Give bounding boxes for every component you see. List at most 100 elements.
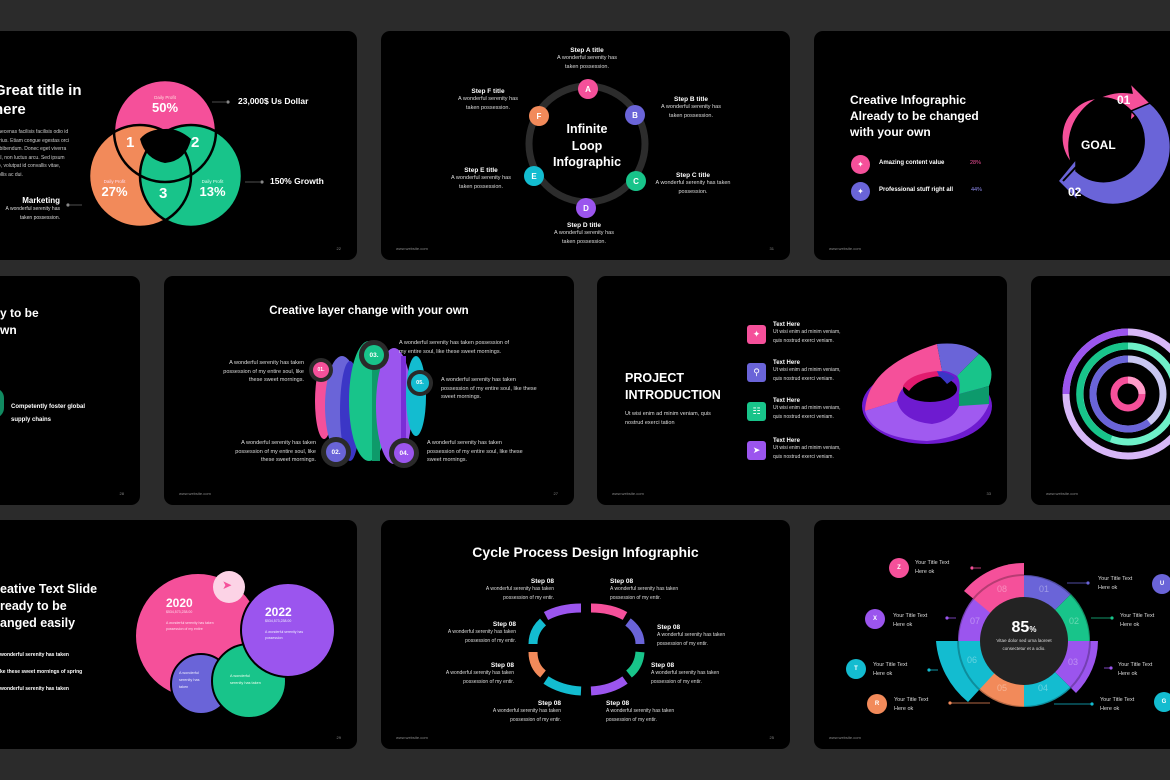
network-icon: ☷ bbox=[747, 402, 766, 421]
bubble-2022: 2022 $534,573,238.00 A wonderful serenit… bbox=[265, 605, 304, 640]
feature-item: Text Here Ut wisi enim ad minim veniam, … bbox=[773, 322, 841, 344]
slide-number: 22 bbox=[336, 246, 341, 251]
loop-center-title: Infinite Loop Infographic bbox=[552, 122, 622, 169]
slide-title: Cycle Process Design Infographic bbox=[472, 544, 699, 560]
send-icon: ➤ bbox=[747, 441, 766, 460]
bubble-blue: A wonderful serenity has taken bbox=[179, 671, 200, 689]
slide-project-intro[interactable]: PROJECT INTRODUCTION Ut wisi enim ad min… bbox=[597, 276, 1007, 505]
slide-percent-wheel[interactable]: 01 02 03 04 05 06 07 08 85% Vitae dolor … bbox=[814, 520, 1170, 749]
slide-title: Great title in here bbox=[0, 82, 82, 118]
bubble-chart bbox=[136, 571, 336, 719]
center-value: 85% Vitae dolor sed urna laoreet consect… bbox=[996, 619, 1052, 651]
segment-label: 06 bbox=[967, 655, 978, 665]
point-04-badge[interactable]: 04. bbox=[394, 443, 414, 463]
segment-label: 05 bbox=[997, 683, 1008, 693]
slide-goal[interactable]: Creative Infographic Already to be chang… bbox=[814, 31, 1170, 260]
step-f-text: Step F title A wonderful serenity has ta… bbox=[458, 88, 518, 111]
venn-circle-right: Daily Profit 13% bbox=[199, 179, 226, 199]
point-01-badge[interactable]: 01. bbox=[313, 362, 329, 378]
cycle-step: Step 08 A wonderful serenity has taken p… bbox=[445, 662, 514, 685]
label-text: Your Title Text Here ok bbox=[873, 662, 908, 677]
step-e-text: Step E title A wonderful serenity has ta… bbox=[451, 167, 511, 190]
segment-label: 02 bbox=[1069, 616, 1080, 626]
footer-url: www.website.com bbox=[829, 735, 861, 740]
bubble-2020: 2020 $534,573,238.00 A wonderful serenit… bbox=[166, 596, 214, 631]
point-02-text: A wonderful serenity has taken possessio… bbox=[235, 440, 316, 463]
label-badge-r: R bbox=[867, 694, 887, 714]
footer-url: www.website.com bbox=[179, 491, 211, 496]
footer-url: www.website.com bbox=[1046, 491, 1078, 496]
slide-cycle-process[interactable]: Cycle Process Design Infographic Step 08… bbox=[381, 520, 790, 749]
label-badge-z: Z bbox=[889, 558, 909, 578]
step-d-text: Step D title A wonderful serenity has ta… bbox=[554, 222, 614, 245]
item-value: 44% bbox=[971, 187, 983, 193]
segment-label: 04 bbox=[1038, 683, 1049, 693]
cycle-ring-chart bbox=[528, 603, 645, 696]
label-badge-g: G bbox=[1154, 692, 1170, 712]
slide-venn[interactable]: Great title in here Maecenas facilisis f… bbox=[0, 31, 357, 260]
goal-cycle-arrows bbox=[1056, 80, 1170, 206]
segment-label: 01 bbox=[1039, 584, 1050, 594]
feature-item: Text Here Ut wisi enim ad minim veniam, … bbox=[773, 360, 841, 382]
item-label: Amazing content value bbox=[879, 160, 945, 166]
cycle-step: Step 08 A wonderful serenity has taken p… bbox=[610, 578, 679, 601]
step-b-badge[interactable]: B bbox=[625, 105, 645, 125]
point-05-badge[interactable]: 05. bbox=[411, 374, 429, 392]
venn-circle-top: Daily Profit 50% bbox=[151, 95, 179, 115]
slide-number: 28 bbox=[119, 491, 124, 496]
slide-text-bubbles[interactable]: eative Text Slide ready to be anged easi… bbox=[0, 520, 357, 749]
slide-partial-left[interactable]: y to be wn Competently foster global sup… bbox=[0, 276, 140, 505]
concentric-rings-chart bbox=[1062, 328, 1170, 460]
slide-title: Creative layer change with your own bbox=[269, 305, 469, 317]
point-02-badge[interactable]: 02. bbox=[326, 442, 346, 462]
pin-icon: ✦ bbox=[851, 182, 870, 201]
footer-url: www.website.com bbox=[396, 246, 428, 251]
step-c-badge[interactable]: C bbox=[626, 171, 646, 191]
slide-rings[interactable]: www.website.com bbox=[1031, 276, 1170, 505]
label-badge-t: T bbox=[846, 659, 866, 679]
venn-circle-left: Daily Profit 27% bbox=[101, 179, 128, 199]
step-a-badge[interactable]: A bbox=[578, 79, 598, 99]
bubble-green: A wonderful serenity has taken bbox=[230, 674, 261, 685]
callout-growth: 150% Growth bbox=[270, 176, 324, 186]
pin-icon: ✦ bbox=[747, 325, 766, 344]
point-01-text: A wonderful serenity has taken possessio… bbox=[223, 360, 304, 383]
search-icon: ⚲ bbox=[747, 363, 766, 382]
callout-dollar: 23,000$ Us Dollar bbox=[238, 96, 309, 106]
label-text: Your Title Text Here ok bbox=[1100, 697, 1135, 712]
label-text: Your Title Text Here ok bbox=[1120, 613, 1155, 628]
label-text: Your Title Text Here ok bbox=[1118, 662, 1153, 677]
feature-item: Text Here Ut wisi enim ad minim veniam, … bbox=[773, 398, 841, 420]
item-text: Competently foster global supply chains bbox=[11, 404, 86, 423]
cycle-step: Step 08 A wonderful serenity has taken p… bbox=[447, 621, 516, 644]
point-03-badge[interactable]: 03. bbox=[364, 345, 384, 365]
slide-infinite-loop[interactable]: Infinite Loop Infographic A B C D E F St… bbox=[381, 31, 790, 260]
segment-label: 08 bbox=[997, 584, 1008, 594]
footer-url: www.website.com bbox=[829, 246, 861, 251]
intersection-2: 2 bbox=[191, 134, 200, 151]
intersection-3: 3 bbox=[159, 185, 168, 202]
label-text: Your Title Text Here ok bbox=[893, 613, 928, 628]
step-e-badge[interactable]: E bbox=[524, 166, 544, 186]
cycle-step: Step 08 A wonderful serenity has taken p… bbox=[606, 700, 675, 723]
marketing-callout: Marketing A wonderful serenity has taken… bbox=[5, 196, 60, 221]
label-badge-u: U bbox=[1152, 574, 1170, 594]
venn-diagram bbox=[66, 78, 264, 229]
step-f-badge[interactable]: F bbox=[529, 106, 549, 126]
segment-wheel-chart bbox=[927, 562, 1114, 708]
slide-number: 33 bbox=[986, 491, 991, 496]
point-04-text: A wonderful serenity has taken possessio… bbox=[427, 440, 523, 463]
arrow-01-label: 01 bbox=[1117, 93, 1131, 107]
segment-label: 07 bbox=[970, 616, 981, 626]
slide-subtitle: Ut wisi enim ad minim veniam, quis nostr… bbox=[625, 411, 711, 426]
slide-title: eative Text Slide ready to be anged easi… bbox=[0, 582, 98, 630]
slide-layers[interactable]: Creative layer change with your own 01. … bbox=[164, 276, 574, 505]
point-03-text: A wonderful serenity has taken possessio… bbox=[399, 340, 510, 355]
segment-label: 03 bbox=[1068, 657, 1079, 667]
cycle-step: Step 08 A wonderful serenity has taken p… bbox=[657, 624, 726, 647]
step-d-badge[interactable]: D bbox=[576, 198, 596, 218]
footer-url: www.website.com bbox=[612, 491, 644, 496]
point-05-text: A wonderful serenity has taken possessio… bbox=[441, 377, 537, 400]
goal-center: GOAL bbox=[1081, 138, 1116, 152]
bullet-list: wonderful serenity has taken ke these sw… bbox=[0, 652, 83, 692]
